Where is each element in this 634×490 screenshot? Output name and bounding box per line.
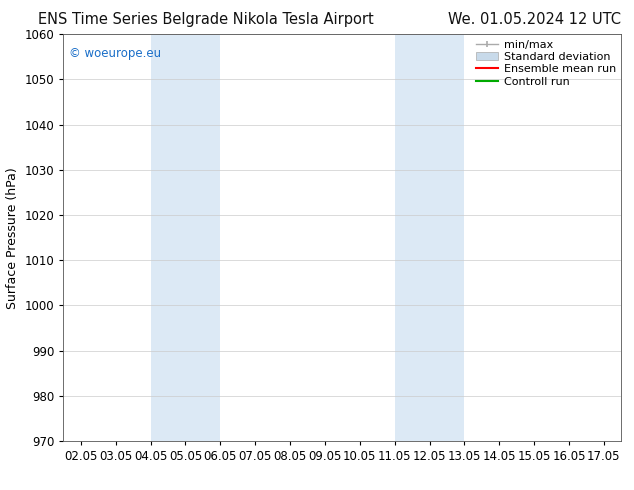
Text: We. 01.05.2024 12 UTC: We. 01.05.2024 12 UTC [448, 12, 621, 27]
Bar [150, 34, 221, 441]
Text: © woeurope.eu: © woeurope.eu [69, 47, 161, 59]
Y-axis label: Surface Pressure (hPa): Surface Pressure (hPa) [6, 167, 19, 309]
Legend: min/max, Standard deviation, Ensemble mean run, Controll run: min/max, Standard deviation, Ensemble me… [476, 40, 616, 87]
Bar [394, 34, 464, 441]
Text: ENS Time Series Belgrade Nikola Tesla Airport: ENS Time Series Belgrade Nikola Tesla Ai… [38, 12, 374, 27]
